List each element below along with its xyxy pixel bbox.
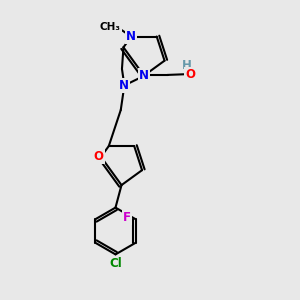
Text: O: O: [185, 68, 195, 80]
Text: Cl: Cl: [109, 257, 122, 270]
Text: N: N: [139, 69, 149, 82]
Text: N: N: [119, 79, 129, 92]
Text: O: O: [94, 150, 103, 163]
Text: CH₃: CH₃: [100, 22, 121, 32]
Text: H: H: [182, 58, 191, 71]
Text: F: F: [123, 211, 131, 224]
Text: N: N: [126, 30, 136, 43]
